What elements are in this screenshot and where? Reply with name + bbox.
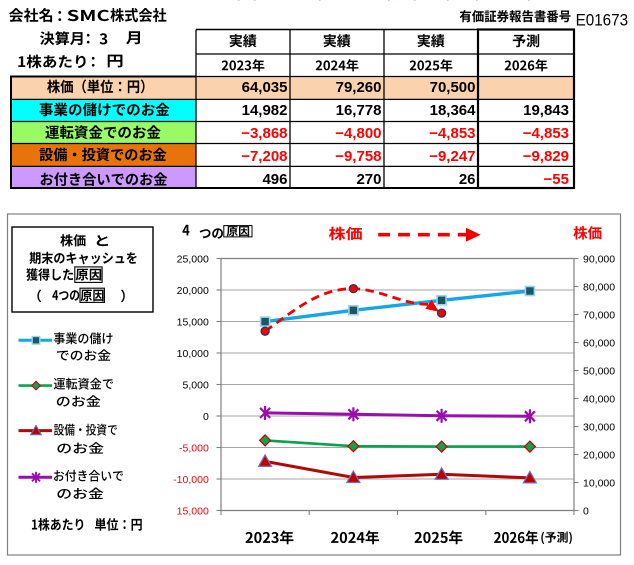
svg-text:-10,000: -10,000: [173, 474, 209, 486]
svg-text:60,000: 60,000: [583, 337, 615, 349]
svg-text:70,500: 70,500: [430, 79, 476, 96]
svg-text:26: 26: [459, 171, 476, 188]
svg-text:−55: −55: [544, 171, 569, 188]
svg-text:−9,758: −9,758: [335, 148, 381, 165]
svg-text:16,778: 16,778: [336, 102, 382, 119]
svg-text:−3,868: −3,868: [241, 125, 287, 142]
svg-text:50,000: 50,000: [583, 365, 615, 377]
svg-text:18,364: 18,364: [430, 102, 477, 119]
svg-text:0: 0: [583, 505, 589, 517]
svg-text:−4,800: −4,800: [335, 125, 381, 142]
svg-text:30,000: 30,000: [583, 421, 615, 433]
svg-text:90,000: 90,000: [583, 253, 615, 265]
svg-text:80,000: 80,000: [583, 281, 615, 293]
svg-text:40,000: 40,000: [583, 393, 615, 405]
svg-text:20,000: 20,000: [177, 285, 209, 297]
svg-text:10,000: 10,000: [583, 477, 615, 489]
svg-text:25,000: 25,000: [177, 253, 209, 265]
svg-text:−7,208: −7,208: [241, 148, 287, 165]
svg-text:20,000: 20,000: [583, 449, 615, 461]
svg-text:E01673: E01673: [576, 12, 629, 30]
svg-text:79,260: 79,260: [336, 79, 382, 96]
svg-text:14,982: 14,982: [242, 102, 288, 119]
svg-text:15,000: 15,000: [177, 316, 209, 328]
svg-text:10,000: 10,000: [177, 348, 209, 360]
svg-text:−4,853: −4,853: [523, 125, 569, 142]
svg-text:496: 496: [262, 171, 287, 188]
svg-text:−9,247: −9,247: [429, 148, 475, 165]
svg-text:19,843: 19,843: [523, 102, 569, 119]
svg-text:5,000: 5,000: [183, 379, 209, 391]
svg-text:64,035: 64,035: [242, 79, 288, 96]
svg-text:−9,829: −9,829: [523, 148, 569, 165]
svg-text:270: 270: [356, 171, 381, 188]
svg-text:−4,853: −4,853: [429, 125, 475, 142]
svg-text:70,000: 70,000: [583, 309, 615, 321]
svg-text:0: 0: [203, 411, 209, 423]
svg-text:-5,000: -5,000: [179, 442, 209, 454]
svg-text:15,000: 15,000: [177, 505, 209, 517]
